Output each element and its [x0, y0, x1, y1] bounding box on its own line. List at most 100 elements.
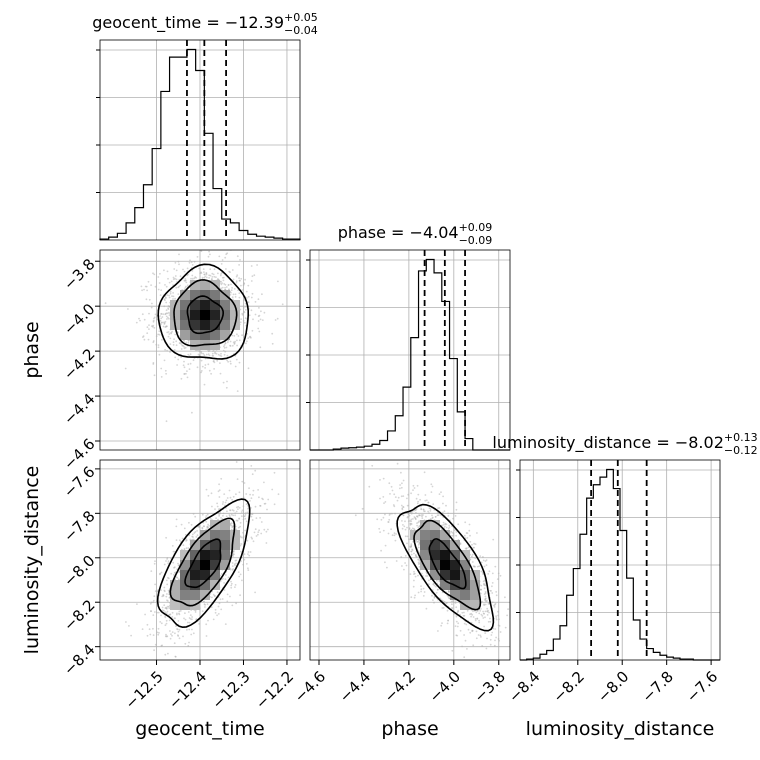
scatter-point — [403, 525, 406, 528]
scatter-point — [416, 540, 419, 543]
density-cell — [190, 280, 200, 290]
scatter-point — [483, 587, 486, 590]
scatter-point — [495, 636, 497, 639]
density-cell — [190, 310, 200, 320]
scatter-point — [455, 531, 458, 533]
scatter-point — [158, 282, 161, 284]
scatter-point — [456, 634, 459, 637]
scatter-point — [204, 364, 207, 366]
scatter-point — [465, 623, 468, 626]
scatter-point — [413, 572, 416, 575]
scatter-point — [504, 626, 507, 629]
scatter-point — [420, 588, 423, 591]
scatter-point — [420, 572, 423, 575]
contour-line — [428, 538, 467, 590]
scatter-point — [230, 582, 233, 585]
density-cell — [440, 560, 450, 570]
scatter-point — [152, 272, 154, 275]
scatter-point — [235, 528, 238, 531]
density-cell — [200, 310, 210, 320]
scatter-point — [191, 628, 193, 631]
scatter-point — [177, 634, 179, 637]
scatter-point — [237, 526, 240, 529]
scatter-point — [168, 596, 171, 599]
scatter-point — [154, 560, 156, 563]
scatter-point — [209, 268, 212, 271]
scatter-point — [409, 511, 412, 514]
scatter-point — [144, 613, 147, 616]
scatter-point — [168, 294, 170, 297]
scatter-point — [231, 569, 234, 571]
scatter-point — [220, 608, 223, 611]
scatter-point — [159, 315, 161, 317]
scatter-point — [487, 573, 490, 575]
scatter-point — [212, 350, 214, 353]
scatter-point — [189, 362, 192, 365]
scatter-point — [382, 529, 385, 532]
scatter-point — [457, 523, 460, 526]
scatter-point — [494, 603, 496, 606]
scatter-point — [240, 277, 243, 280]
density-cell — [430, 520, 440, 530]
x-tick-label-phase: −4.2 — [381, 668, 419, 706]
scatter-point — [236, 333, 238, 336]
contour-panel-phase-vs-luminosity_distance — [309, 454, 511, 661]
scatter-point — [221, 598, 224, 600]
scatter-point — [427, 501, 430, 504]
scatter-point — [485, 600, 487, 603]
density-cell — [200, 290, 210, 300]
scatter-point — [225, 515, 228, 518]
scatter-point — [174, 261, 177, 264]
scatter-point — [447, 527, 450, 530]
scatter-point — [170, 280, 173, 283]
scatter-point — [484, 584, 487, 587]
scatter-point — [495, 615, 497, 618]
scatter-point — [174, 655, 177, 658]
scatter-point — [241, 313, 244, 316]
scatter-point — [450, 530, 453, 533]
density-cell — [190, 590, 200, 600]
density-cell — [430, 570, 440, 580]
scatter-point — [464, 521, 467, 524]
scatter-point — [149, 633, 152, 636]
scatter-point — [483, 625, 485, 628]
scatter-point — [370, 454, 372, 456]
scatter-point — [189, 353, 192, 355]
scatter-point — [186, 370, 188, 372]
scatter-point — [245, 563, 248, 565]
density-cell — [180, 600, 190, 610]
scatter-point — [196, 366, 199, 369]
scatter-point — [425, 515, 427, 518]
scatter-point — [187, 339, 190, 342]
scatter-point — [222, 512, 225, 515]
scatter-point — [221, 259, 224, 261]
scatter-point — [172, 292, 175, 294]
scatter-point — [409, 546, 412, 549]
density-cell — [220, 560, 230, 570]
scatter-point — [217, 353, 220, 356]
scatter-point — [183, 345, 185, 348]
x-tick-label-luminosity_distance: −8.0 — [594, 668, 632, 706]
scatter-point — [388, 518, 391, 521]
scatter-point — [240, 318, 243, 320]
scatter-point — [165, 315, 168, 318]
scatter-point — [153, 649, 156, 652]
scatter-point — [176, 364, 179, 366]
scatter-point — [410, 543, 413, 546]
scatter-point — [203, 383, 206, 386]
scatter-point — [192, 359, 195, 362]
scatter-point — [235, 510, 238, 513]
scatter-point — [176, 576, 179, 579]
contour-line — [186, 295, 225, 335]
scatter-point — [230, 586, 233, 589]
density-cell — [210, 540, 220, 550]
scatter-point — [250, 336, 252, 339]
scatter-point — [152, 634, 155, 636]
scatter-point — [182, 268, 184, 271]
scatter-point — [205, 516, 207, 519]
scatter-point — [244, 309, 247, 311]
scatter-point — [229, 340, 232, 343]
scatter-point — [432, 503, 435, 505]
scatter-point — [259, 517, 261, 519]
scatter-point — [235, 280, 238, 283]
